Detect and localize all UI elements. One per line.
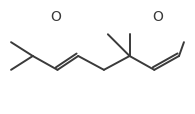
- Text: O: O: [50, 10, 61, 24]
- Text: O: O: [152, 10, 163, 24]
